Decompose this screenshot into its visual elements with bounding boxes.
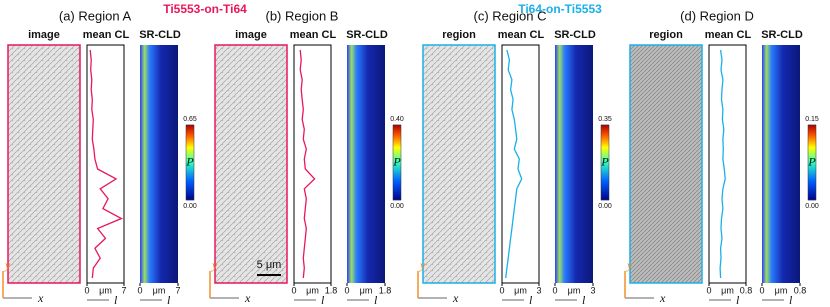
l-label: l: [529, 293, 533, 307]
l-label: l: [582, 293, 586, 307]
image-title: region: [442, 29, 476, 41]
cbar-label: P: [392, 154, 401, 168]
x-unit: μm: [360, 285, 373, 295]
x-tick-label: 0: [499, 285, 504, 295]
cbar-label: P: [185, 154, 194, 168]
x-tick-label: 1.8: [325, 285, 338, 295]
image-title: image: [235, 29, 267, 41]
cbar-tick-label: 0.00: [805, 203, 819, 210]
caption: Ti5553-on-Ti64: [163, 2, 247, 16]
x-tick-label: 0: [291, 285, 296, 295]
cbar-tick-label: 0.00: [183, 203, 197, 210]
line-title: mean CL: [498, 29, 545, 41]
x-label: x: [659, 291, 666, 305]
x-unit: μm: [568, 285, 581, 295]
y-label: y: [4, 258, 11, 272]
panel-title: (a) Region A: [59, 8, 132, 23]
mean-cl-line: [89, 49, 123, 279]
x-tick-label: 0: [137, 285, 142, 295]
cbar-tick-label: 0.15: [805, 116, 819, 123]
y-label: y: [626, 258, 633, 272]
micrograph: [629, 44, 703, 284]
image-title: image: [28, 29, 60, 41]
sr-cld-map: [140, 45, 178, 283]
l-label: l: [114, 293, 118, 307]
line-frame: [708, 44, 747, 284]
line-frame: [293, 44, 332, 284]
x-tick-label: 0: [759, 285, 764, 295]
line-title: mean CL: [83, 29, 130, 41]
x-tick-label: 3: [590, 285, 595, 295]
x-unit: μm: [99, 285, 112, 295]
x-tick-label: 0: [344, 285, 349, 295]
cbar-tick-label: 0.00: [598, 203, 612, 210]
image-title: region: [649, 29, 683, 41]
sr-cld-map: [555, 45, 593, 283]
line-frame: [501, 44, 540, 284]
cbar-tick-label: 0.40: [390, 116, 404, 123]
cbar-label: P: [600, 154, 609, 168]
micrograph: [422, 44, 496, 284]
x-tick-label: 7: [175, 285, 180, 295]
x-tick-label: 3: [536, 285, 541, 295]
mean-cl-line: [719, 49, 726, 279]
panel-title: (b) Region B: [266, 8, 339, 23]
x-tick-label: 1.8: [379, 285, 392, 295]
x-tick-label: 0.8: [740, 285, 753, 295]
panel-title: (c) Region C: [474, 8, 547, 23]
l-label: l: [789, 293, 793, 307]
map-title: SR-CLD: [761, 29, 803, 41]
l-label: l: [736, 293, 740, 307]
line-title: mean CL: [705, 29, 752, 41]
micrograph: [7, 44, 81, 284]
l-label: l: [321, 293, 325, 307]
l-label: l: [374, 293, 378, 307]
x-tick-label: 7: [121, 285, 126, 295]
sr-cld-map: [762, 45, 800, 283]
map-title: SR-CLD: [554, 29, 596, 41]
line-title: mean CL: [290, 29, 337, 41]
sr-cld-map: [347, 45, 385, 283]
x-label: x: [37, 291, 44, 305]
cbar-tick-label: 0.65: [183, 116, 197, 123]
mean-cl-line: [299, 49, 316, 279]
micrograph: [214, 44, 288, 284]
x-unit: μm: [775, 285, 788, 295]
x-unit: μm: [514, 285, 527, 295]
scale-bar-label: 5 μm: [257, 259, 282, 271]
cbar-tick-label: 0.35: [598, 116, 612, 123]
l-label: l: [167, 293, 171, 307]
x-label: x: [452, 291, 459, 305]
x-label: x: [244, 291, 251, 305]
y-label: y: [211, 258, 218, 272]
cbar-tick-label: 0.00: [390, 203, 404, 210]
x-tick-label: 0: [84, 285, 89, 295]
x-unit: μm: [153, 285, 166, 295]
caption: Ti64-on-Ti5553: [518, 2, 602, 16]
cbar-label: P: [807, 154, 816, 168]
x-unit: μm: [306, 285, 319, 295]
x-tick-label: 0.8: [794, 285, 807, 295]
panel-title: (d) Region D: [680, 8, 754, 23]
y-label: y: [419, 258, 426, 272]
x-tick-label: 0: [706, 285, 711, 295]
map-title: SR-CLD: [139, 29, 181, 41]
mean-cl-line: [505, 49, 523, 279]
map-title: SR-CLD: [346, 29, 388, 41]
x-tick-label: 0: [552, 285, 557, 295]
line-frame: [86, 44, 125, 284]
x-unit: μm: [721, 285, 734, 295]
